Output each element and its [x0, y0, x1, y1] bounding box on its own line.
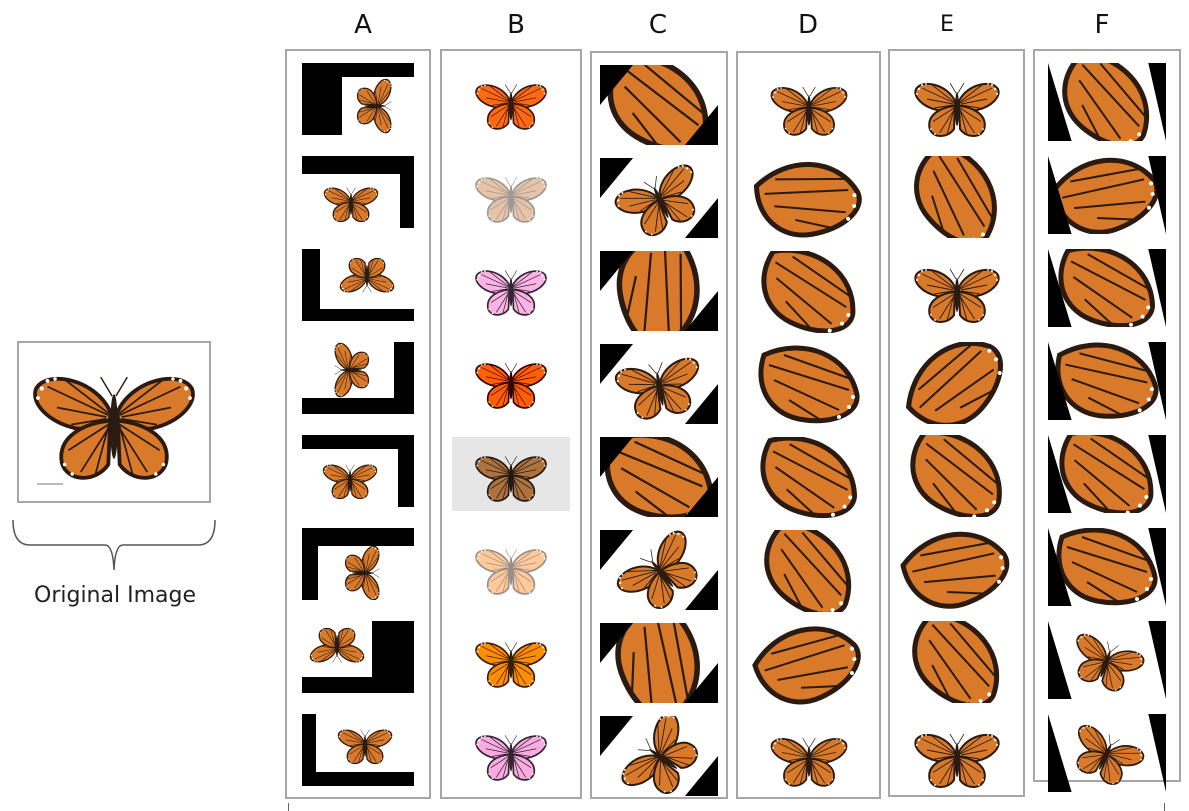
- augmented-tile-b-8: [475, 734, 547, 781]
- augmented-tile-a-3: [302, 249, 414, 321]
- augmented-tile-a-2: [302, 156, 414, 228]
- augmented-tile-c-4: [600, 344, 718, 424]
- column-panel-e: [888, 49, 1025, 797]
- augmented-tile-e-1: [913, 82, 1000, 138]
- augmented-tile-c-8: [600, 716, 718, 796]
- augmented-tile-a-6: [302, 528, 414, 600]
- augmented-tile-f-3: [1048, 249, 1166, 327]
- augmented-tile-d-3: [749, 251, 869, 333]
- augmented-tile-f-4: [1048, 342, 1166, 420]
- augmented-tile-e-7: [898, 621, 1016, 703]
- augmented-tile-f-7: [1048, 621, 1166, 699]
- axis-tick: [1164, 803, 1165, 811]
- augmented-tile-d-7: [749, 623, 869, 705]
- augmented-tile-f-8: [1048, 714, 1166, 792]
- augmented-tile-f-6: [1048, 528, 1166, 606]
- column-letter-e: E: [940, 12, 954, 37]
- augmented-tile-c-3: [600, 251, 718, 331]
- augmented-tile-d-4: [749, 344, 869, 426]
- augmented-tile-a-8: [302, 714, 414, 786]
- butterfly-icon: [33, 375, 195, 485]
- augmented-tile-c-1: [600, 65, 718, 145]
- augmented-tile-b-7: [475, 641, 547, 688]
- augmented-tile-b-3: [475, 269, 547, 316]
- augmented-tile-e-4: [898, 342, 1016, 424]
- augmented-tile-b-6: [475, 548, 547, 595]
- augmented-tile-b-5: [452, 437, 570, 511]
- column-panel-b: [440, 49, 582, 799]
- column-letter-d: D: [797, 10, 819, 40]
- column-letter-a: A: [354, 10, 372, 40]
- augmented-tile-e-6: [898, 528, 1016, 610]
- augmented-tile-f-2: [1048, 156, 1166, 234]
- column-letter-b: B: [507, 10, 525, 40]
- augmented-tile-d-5: [749, 437, 869, 519]
- augmented-tile-d-8: [770, 737, 847, 787]
- augmented-tile-e-5: [898, 435, 1016, 517]
- axis-tick: [288, 803, 289, 811]
- column-panel-a: [285, 49, 431, 799]
- original-image-label: Original Image: [34, 583, 196, 608]
- augmented-tile-c-6: [600, 530, 718, 610]
- column-panel-d: [736, 51, 881, 799]
- column-letter-c: C: [648, 10, 668, 40]
- augmented-tile-c-5: [600, 437, 718, 517]
- column-panel-f: [1033, 49, 1181, 792]
- augmented-tile-e-8: [913, 733, 1000, 789]
- augmented-tile-f-1: [1048, 63, 1166, 141]
- augmented-tile-b-1: [475, 83, 547, 130]
- augmented-tile-b-4: [475, 362, 547, 409]
- augmented-tile-c-2: [600, 158, 718, 238]
- augmented-tile-d-6: [749, 530, 869, 612]
- augmented-tile-c-7: [600, 623, 718, 703]
- column-letter-f: F: [1094, 10, 1110, 40]
- augmented-tile-e-3: [913, 268, 1000, 324]
- augmented-tile-a-5: [302, 435, 414, 507]
- curly-brace-icon: [12, 519, 216, 571]
- column-panel-c: [590, 51, 728, 799]
- augmented-tile-a-1: [302, 63, 414, 135]
- augmented-tile-d-2: [749, 158, 869, 240]
- augmented-tile-f-5: [1048, 435, 1166, 513]
- original-image-frame: [17, 341, 211, 503]
- augmented-tile-a-7: [302, 621, 414, 693]
- augmented-tile-b-2: [475, 176, 547, 223]
- augmented-tile-e-2: [898, 156, 1016, 238]
- augmented-tile-a-4: [302, 342, 414, 414]
- augmented-tile-d-1: [770, 86, 847, 136]
